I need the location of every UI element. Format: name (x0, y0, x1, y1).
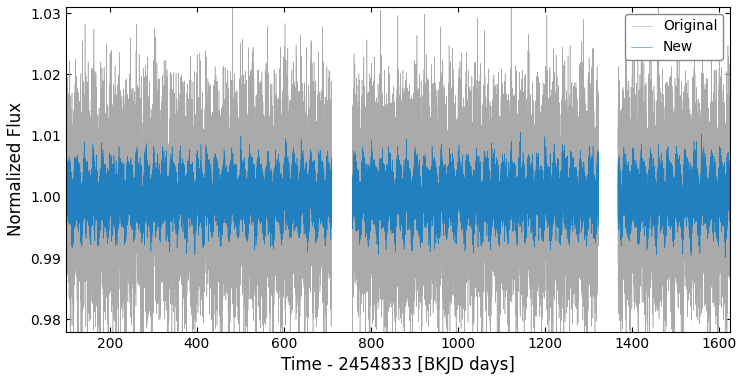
Legend: Original, New: Original, New (625, 14, 723, 60)
Y-axis label: Normalized Flux: Normalized Flux (7, 102, 25, 236)
New (503, 209, 512, 214)
New (281, 184, 290, 189)
X-axis label: Time - 2454833 [BKJD days]: Time - 2454833 [BKJD days] (281, 356, 515, 374)
New (206, 197, 215, 201)
Original (206, 203, 215, 208)
Original (443, 146, 451, 151)
Original (263, 214, 272, 219)
Line: Original: Original (66, 0, 730, 381)
Original (281, 216, 290, 220)
New (443, 202, 451, 207)
New (62, 166, 71, 170)
Original (503, 173, 512, 178)
Original (726, 193, 735, 197)
Line: New: New (66, 132, 730, 257)
Original (638, 227, 647, 232)
Original (62, 101, 71, 106)
New (638, 187, 647, 192)
New (263, 171, 272, 176)
New (726, 189, 735, 194)
